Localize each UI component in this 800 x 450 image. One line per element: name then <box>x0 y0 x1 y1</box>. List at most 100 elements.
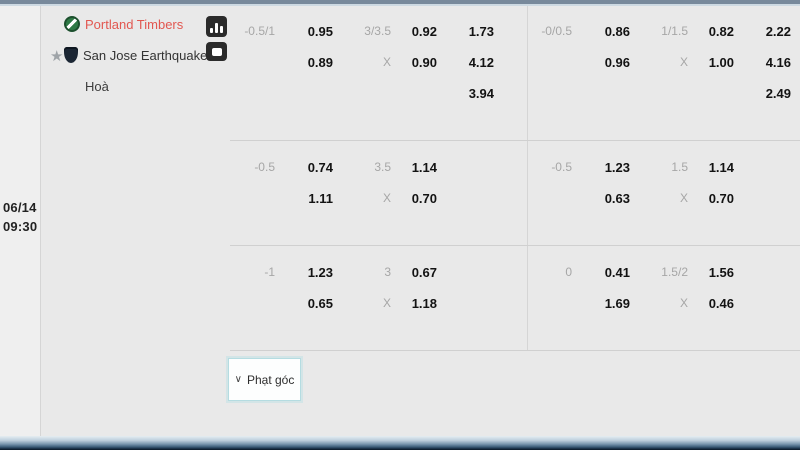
ou-x-mark: X <box>679 191 688 205</box>
lineup-icon-button[interactable] <box>206 42 227 61</box>
san-jose-earthquakes-logo-icon <box>64 47 78 63</box>
ou-odds-col: 0.67 1.18 <box>391 257 437 319</box>
row-separator <box>230 245 800 246</box>
odds-cell[interactable]: 1.23 <box>604 160 630 175</box>
one-x-two-col: 1.73 4.12 3.94 <box>437 16 494 109</box>
ou-line-col: 3 X <box>333 257 391 319</box>
odds-row-half-2: -0.5 1.23 0.63 1.5 X 1.14 0.70 <box>527 152 734 214</box>
handicap-odds-col: 0.95 0.89 <box>275 16 333 109</box>
ou-line-col: 3/3.5 X <box>333 16 391 109</box>
ou-odds-col: 1.14 0.70 <box>688 152 734 214</box>
ou-odds-col: 1.56 0.46 <box>688 257 734 319</box>
odds-cell[interactable]: 1.00 <box>708 55 734 70</box>
odds-cell[interactable]: 1.23 <box>307 265 333 280</box>
draw-label: Hoà <box>85 79 109 94</box>
away-team-row[interactable]: San Jose Earthquakes <box>64 47 214 63</box>
odds-cell[interactable]: 0.65 <box>307 296 333 311</box>
handicap-line-col: 0 <box>527 257 572 319</box>
odds-cell[interactable]: 0.82 <box>708 24 734 39</box>
odds-cell[interactable]: 1.14 <box>411 160 437 175</box>
odds-cell[interactable]: 4.12 <box>468 55 494 70</box>
home-team-row[interactable]: Portland Timbers <box>64 16 183 32</box>
odds-cell[interactable]: 1.73 <box>468 24 494 39</box>
handicap-line-col: -0/0.5 <box>527 16 572 109</box>
odds-cell[interactable]: 0.67 <box>411 265 437 280</box>
match-time: 09:30 <box>3 219 38 234</box>
handicap-line: -0.5 <box>551 160 572 174</box>
row-separator <box>230 140 800 141</box>
odds-cell[interactable]: 0.74 <box>307 160 333 175</box>
handicap-line: -1 <box>264 265 275 279</box>
odds-cell[interactable]: 0.41 <box>604 265 630 280</box>
blocks-divider <box>527 6 528 351</box>
handicap-line: -0/0.5 <box>541 24 572 38</box>
odds-row-full-1: -0.5/1 0.95 0.89 3/3.5 X 0.92 0.90 1.73 … <box>230 16 494 109</box>
date-column-divider <box>40 6 41 436</box>
match-date: 06/14 <box>3 200 37 215</box>
ou-x-mark: X <box>382 191 391 205</box>
ou-line-col: 1.5 X <box>630 152 688 214</box>
handicap-line-col: -0.5 <box>527 152 572 214</box>
odds-cell[interactable]: 2.22 <box>765 24 791 39</box>
handicap-odds-col: 0.41 1.69 <box>572 257 630 319</box>
odds-cell[interactable]: 0.46 <box>708 296 734 311</box>
ou-line-col: 1.5/2 X <box>630 257 688 319</box>
odds-cell[interactable]: 0.90 <box>411 55 437 70</box>
odds-cell[interactable]: 0.95 <box>307 24 333 39</box>
ou-x-mark: X <box>679 296 688 310</box>
ou-odds-col: 1.14 0.70 <box>391 152 437 214</box>
odds-cell[interactable]: 2.49 <box>765 86 791 101</box>
odds-cell[interactable]: 1.18 <box>411 296 437 311</box>
card-icon <box>211 47 222 56</box>
chevron-down-icon: ∨ <box>234 374 242 385</box>
bar-chart-icon <box>220 26 223 33</box>
home-team-name: Portland Timbers <box>85 16 184 32</box>
stats-icon-button[interactable] <box>206 16 227 37</box>
ou-x-mark: X <box>679 55 688 69</box>
odds-cell[interactable]: 4.16 <box>765 55 791 70</box>
odds-cell[interactable]: 3.94 <box>468 86 494 101</box>
odds-cell[interactable]: 1.14 <box>708 160 734 175</box>
odds-cell[interactable]: 0.92 <box>411 24 437 39</box>
handicap-odds-col: 1.23 0.65 <box>275 257 333 319</box>
ou-odds-col: 0.92 0.90 <box>391 16 437 109</box>
odds-cell[interactable]: 0.70 <box>411 191 437 206</box>
handicap-line-col: -0.5 <box>230 152 275 214</box>
odds-cell[interactable]: 0.96 <box>604 55 630 70</box>
odds-row-full-2: -0.5 0.74 1.11 3.5 X 1.14 0.70 <box>230 152 437 214</box>
portland-timbers-logo-icon <box>64 16 80 32</box>
odds-cell[interactable]: 1.69 <box>604 296 630 311</box>
odds-row-half-3: 0 0.41 1.69 1.5/2 X 1.56 0.46 <box>527 257 734 319</box>
ou-line: 1.5 <box>671 160 688 174</box>
ou-line: 1.5/2 <box>661 265 688 279</box>
date-column <box>0 6 40 436</box>
top-border-highlight <box>0 4 800 6</box>
top-border <box>0 0 800 4</box>
handicap-line: -0.5/1 <box>244 24 275 38</box>
one-x-two-col: 2.22 4.16 2.49 <box>734 16 791 109</box>
odds-cell[interactable]: 0.63 <box>604 191 630 206</box>
favorite-star-icon[interactable]: ★ <box>50 48 64 65</box>
handicap-line-col: -1 <box>230 257 275 319</box>
odds-cell[interactable]: 1.11 <box>308 191 333 206</box>
ou-line-col: 3.5 X <box>333 152 391 214</box>
handicap-odds-col: 1.23 0.63 <box>572 152 630 214</box>
handicap-odds-col: 0.86 0.96 <box>572 16 630 109</box>
ou-x-mark: X <box>382 296 391 310</box>
odds-cell[interactable]: 0.86 <box>604 24 630 39</box>
match-datetime: 06/14 09:30 <box>3 198 37 236</box>
ou-line: 3.5 <box>374 160 391 174</box>
away-team-name: San Jose Earthquakes <box>83 47 214 63</box>
odds-cell[interactable]: 0.70 <box>708 191 734 206</box>
ou-x-mark: X <box>382 55 391 69</box>
bar-chart-icon <box>210 28 213 33</box>
odds-row-full-3: -1 1.23 0.65 3 X 0.67 1.18 <box>230 257 437 319</box>
odds-cell[interactable]: 1.56 <box>708 265 734 280</box>
handicap-line-col: -0.5/1 <box>230 16 275 109</box>
corner-kicks-expand-button[interactable]: ∨ Phạt góc <box>228 358 301 401</box>
row-separator <box>230 350 800 351</box>
handicap-line: -0.5 <box>254 160 275 174</box>
odds-cell[interactable]: 0.89 <box>307 55 333 70</box>
handicap-odds-col: 0.74 1.11 <box>275 152 333 214</box>
